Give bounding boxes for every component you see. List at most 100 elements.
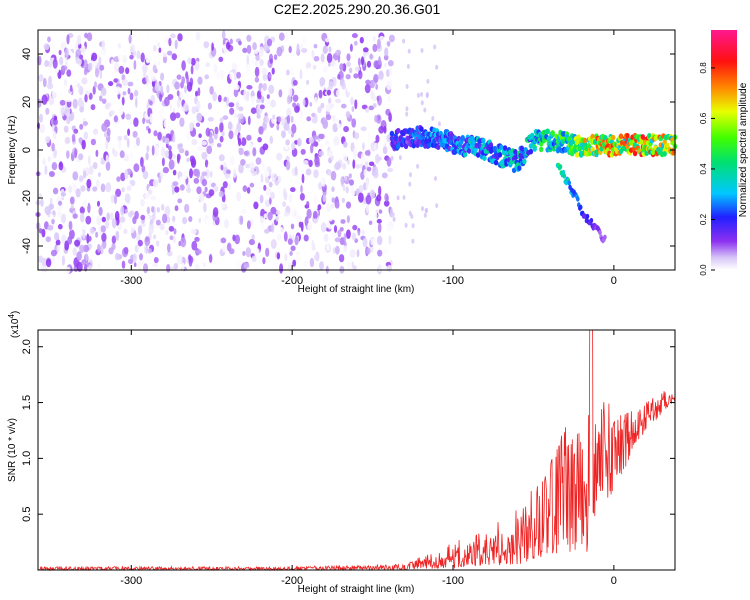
noise-blob xyxy=(51,162,58,171)
noise-blob xyxy=(128,34,132,44)
noise-blob xyxy=(53,115,58,121)
faint-speck xyxy=(433,44,437,50)
noise-blob xyxy=(115,188,122,197)
noise-blob xyxy=(80,47,85,53)
noise-blob xyxy=(251,234,255,240)
noise-blob xyxy=(288,45,292,54)
noise-blob xyxy=(370,238,376,246)
noise-blob xyxy=(242,47,248,54)
noise-blob xyxy=(201,178,208,187)
noise-blob xyxy=(388,112,392,123)
noise-blob xyxy=(313,44,318,49)
noise-blob xyxy=(346,229,351,239)
noise-blob xyxy=(99,64,105,71)
noise-blob xyxy=(153,144,160,155)
noise-blob xyxy=(328,103,335,109)
noise-blob xyxy=(377,249,383,257)
noise-blob xyxy=(164,150,170,159)
noise-blob xyxy=(113,150,118,158)
noise-blob xyxy=(208,254,213,263)
noise-blob xyxy=(81,259,86,266)
noise-blob xyxy=(238,147,244,156)
noise-blob xyxy=(82,229,86,240)
noise-blob xyxy=(386,80,393,91)
noise-blob xyxy=(296,215,303,223)
noise-blob xyxy=(195,122,201,128)
noise-blob xyxy=(72,98,78,109)
noise-blob xyxy=(174,186,180,193)
noise-blob xyxy=(79,86,84,96)
noise-blob xyxy=(245,163,251,169)
noise-blob xyxy=(255,54,260,61)
noise-blob xyxy=(352,224,358,231)
noise-blob xyxy=(122,54,127,64)
noise-blob xyxy=(245,63,250,73)
svg-text:(x104): (x104) xyxy=(7,311,21,338)
noise-blob xyxy=(234,204,240,213)
noise-blob xyxy=(390,74,394,81)
noise-blob xyxy=(220,164,224,171)
noise-blob xyxy=(130,227,135,234)
noise-blob xyxy=(163,120,169,128)
noise-blob xyxy=(181,262,185,272)
signal-cell xyxy=(662,151,667,157)
noise-blob xyxy=(252,42,257,51)
noise-blob xyxy=(374,115,378,123)
noise-blob xyxy=(325,203,332,213)
noise-blob xyxy=(81,77,88,85)
noise-blob xyxy=(95,67,99,78)
noise-blob xyxy=(204,74,209,80)
noise-blob xyxy=(114,194,117,205)
noise-blob xyxy=(168,159,175,170)
noise-blob xyxy=(129,54,134,60)
noise-blob xyxy=(335,201,340,209)
noise-blob xyxy=(218,56,224,62)
noise-blob xyxy=(87,235,92,242)
noise-blob xyxy=(125,113,131,120)
noise-blob xyxy=(324,140,330,146)
noise-blob xyxy=(251,255,257,263)
noise-blob xyxy=(82,199,89,209)
faint-speck xyxy=(407,48,411,54)
noise-blob xyxy=(301,173,305,184)
x-tick-label: -200 xyxy=(281,575,303,587)
noise-blob xyxy=(310,144,314,154)
noise-blob xyxy=(317,204,322,211)
noise-blob xyxy=(64,47,69,58)
noise-blob xyxy=(255,157,262,165)
noise-blob xyxy=(181,76,185,85)
x-tick-label: -300 xyxy=(120,575,142,587)
signal-cell xyxy=(419,126,424,132)
noise-blob xyxy=(238,40,242,46)
noise-blob xyxy=(343,126,349,133)
noise-blob xyxy=(168,225,175,232)
noise-blob xyxy=(66,69,72,77)
noise-blob xyxy=(362,47,369,53)
noise-blob xyxy=(338,254,345,263)
noise-blob xyxy=(158,115,164,121)
noise-blob xyxy=(303,234,309,242)
noise-blob xyxy=(179,143,183,149)
noise-blob xyxy=(240,137,247,147)
signal-cell xyxy=(644,150,649,156)
noise-blob xyxy=(314,253,319,261)
noise-blob xyxy=(238,163,244,174)
noise-blob xyxy=(61,255,65,266)
noise-blob xyxy=(41,228,46,238)
x-tick-label: -100 xyxy=(442,575,464,587)
noise-blob xyxy=(133,117,139,127)
noise-blob xyxy=(198,133,202,138)
noise-blob xyxy=(322,194,327,203)
noise-blob xyxy=(195,31,201,41)
noise-blob xyxy=(117,135,122,142)
noise-blob xyxy=(128,258,134,265)
noise-blob xyxy=(57,211,62,218)
noise-blob xyxy=(150,75,157,82)
noise-blob xyxy=(59,56,64,66)
noise-blob xyxy=(95,149,99,157)
noise-blob xyxy=(179,117,185,127)
signal-cell xyxy=(473,147,478,153)
noise-blob xyxy=(234,128,239,137)
noise-blob xyxy=(274,179,280,186)
noise-blob xyxy=(52,210,56,216)
